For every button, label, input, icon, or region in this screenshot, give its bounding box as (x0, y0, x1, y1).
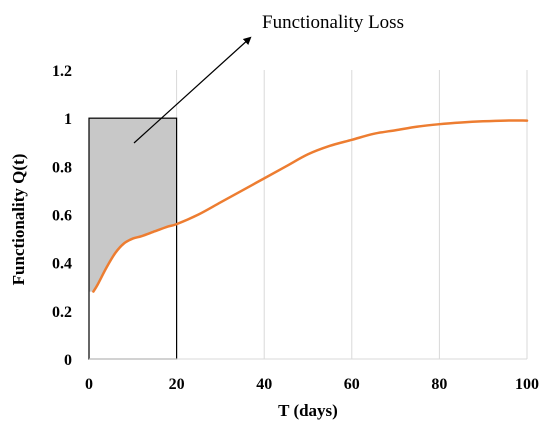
series-line (92, 119, 529, 293)
x-tick-label: 60 (344, 376, 360, 393)
y-tick-label: 0.2 (52, 304, 72, 321)
y-tick-label: 1.2 (52, 63, 72, 80)
series-layer (92, 119, 529, 293)
y-axis-title: Functionality Q(t) (9, 154, 28, 286)
x-tick-label: 100 (515, 376, 539, 393)
y-tick-label: 0.8 (52, 159, 72, 176)
x-tick-label: 20 (169, 376, 185, 393)
label-layer: 0 0.2 0.4 0.6 0.8 1 1.2 0 20 40 60 80 100 (52, 63, 539, 393)
functionality-loss-area (89, 118, 177, 292)
grid-layer (176, 70, 528, 359)
y-tick-label: 1 (64, 111, 72, 128)
annotation-arrow (133, 36, 252, 144)
annotation-layer: Functionality Loss (133, 12, 404, 144)
x-axis-title: T (days) (278, 401, 338, 420)
x-tick-label: 80 (431, 376, 447, 393)
x-tick-label: 40 (256, 376, 272, 393)
y-tick-label: 0.4 (52, 256, 72, 273)
y-tick-label: 0.6 (52, 208, 72, 225)
y-tick-label: 0 (64, 352, 72, 369)
annotation-label: Functionality Loss (262, 12, 404, 33)
x-tick-label: 0 (85, 376, 93, 393)
